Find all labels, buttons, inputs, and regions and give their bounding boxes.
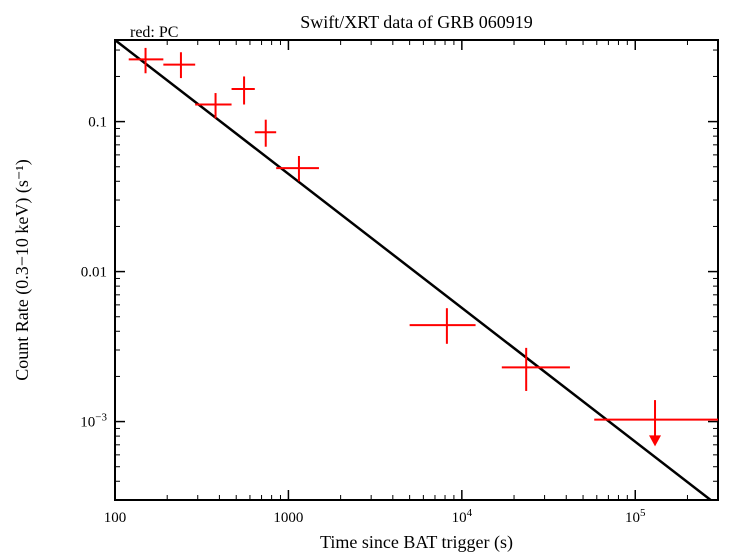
chart-svg: Swift/XRT data of GRB 060919 red: PC Time …: [0, 0, 746, 558]
upper-limit-arrow-head: [649, 435, 661, 446]
y-tick-label: 0.1: [88, 115, 107, 131]
chart-container: Swift/XRT data of GRB 060919 red: PC Time …: [0, 0, 746, 558]
y-axis-label: Count Rate (0.3−10 keV) (s⁻¹): [12, 159, 33, 381]
x-tick-label: 100: [104, 510, 127, 526]
y-tick-label: 10−3: [80, 412, 107, 431]
x-axis-label: Time since BAT trigger (s): [320, 532, 513, 553]
x-tick-label: 104: [452, 507, 473, 526]
y-tick-label: 0.01: [81, 265, 107, 281]
x-tick-label: 1000: [273, 510, 303, 526]
legend-label: red: PC: [130, 24, 178, 41]
plot-group: [115, 40, 718, 506]
fit-line: [115, 40, 718, 506]
chart-title: Swift/XRT data of GRB 060919: [300, 12, 533, 32]
x-tick-label: 105: [625, 507, 646, 526]
